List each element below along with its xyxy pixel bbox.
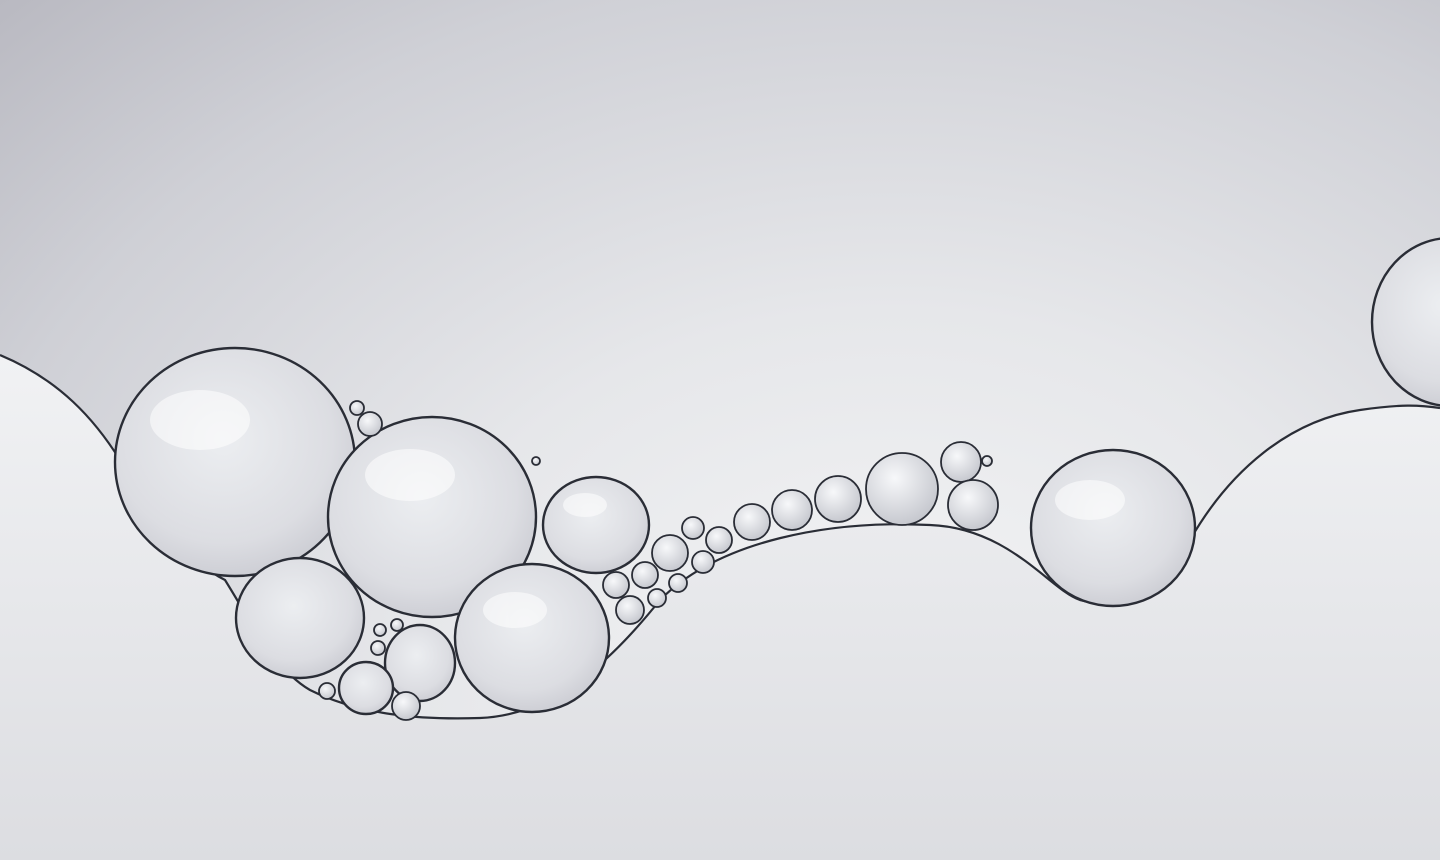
droplet-chain <box>651 534 689 572</box>
droplet-chain <box>733 503 771 541</box>
droplet-medium <box>541 475 651 575</box>
droplet-chain <box>947 479 999 531</box>
droplet-chain <box>771 489 813 531</box>
droplet-chain <box>940 441 982 483</box>
droplet-lower-left <box>234 556 366 680</box>
droplet-large-left <box>113 346 357 578</box>
droplet-chain <box>349 400 365 416</box>
droplet-chain <box>691 550 715 574</box>
droplet-chain <box>373 623 387 637</box>
droplet-chain <box>681 516 705 540</box>
lower-film-region <box>0 355 1440 860</box>
droplet-highlights <box>150 390 1125 628</box>
droplet-chain <box>390 618 404 632</box>
droplet-chain <box>981 455 993 467</box>
droplet-chain <box>631 561 659 589</box>
small-droplets <box>318 400 999 721</box>
droplet-chain <box>602 571 630 599</box>
droplet-chain <box>705 526 733 554</box>
droplet-chain <box>531 456 541 466</box>
droplet-chain <box>615 595 645 625</box>
droplet-edge-right <box>1370 237 1440 407</box>
droplet-chain <box>391 691 421 721</box>
droplet-chain <box>357 411 383 437</box>
droplet-right-pendant <box>1029 448 1197 608</box>
droplet-lower-center <box>453 562 611 714</box>
droplet-chain <box>668 573 688 593</box>
droplet-small-bottom <box>383 623 457 703</box>
droplet-tiny-bottom <box>337 660 395 716</box>
droplet-chain <box>647 588 667 608</box>
droplet-chain <box>814 475 862 523</box>
droplet-chain <box>865 452 939 526</box>
droplet-chain <box>370 640 386 656</box>
droplet-chain <box>318 682 336 700</box>
